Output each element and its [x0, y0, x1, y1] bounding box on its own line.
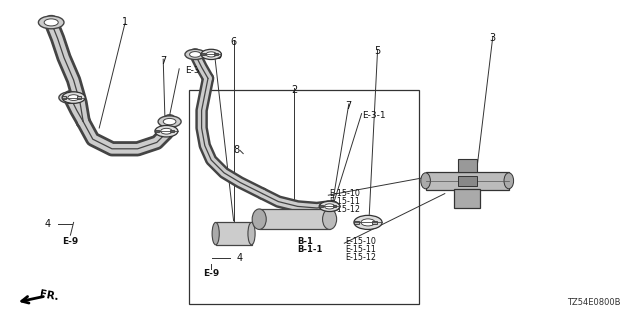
Circle shape [319, 201, 340, 212]
Text: E-3: E-3 [185, 66, 199, 75]
Text: B-1: B-1 [298, 237, 314, 246]
Circle shape [62, 92, 85, 103]
Text: 4: 4 [237, 252, 243, 263]
Bar [458, 159, 477, 172]
Circle shape [158, 116, 181, 127]
Circle shape [189, 52, 201, 57]
Circle shape [161, 128, 172, 134]
Circle shape [64, 94, 77, 101]
Bar [259, 209, 330, 229]
Circle shape [201, 49, 221, 60]
Ellipse shape [504, 173, 513, 189]
Text: 3: 3 [490, 33, 496, 44]
Circle shape [59, 92, 82, 103]
Text: E-3-1: E-3-1 [363, 111, 386, 120]
Bar [77, 96, 81, 99]
Text: TZ54E0800B: TZ54E0800B [567, 298, 621, 307]
Bar [426, 172, 509, 190]
Circle shape [324, 204, 335, 209]
Text: 4: 4 [45, 219, 51, 229]
Circle shape [354, 215, 382, 229]
Text: B-1-1: B-1-1 [298, 245, 323, 254]
Bar [155, 130, 159, 132]
Bar [214, 53, 218, 55]
Circle shape [155, 125, 178, 137]
Text: 6: 6 [230, 36, 237, 47]
Circle shape [206, 52, 216, 57]
Bar [458, 176, 477, 186]
Ellipse shape [421, 173, 431, 189]
Circle shape [163, 118, 176, 125]
Text: E-15-11: E-15-11 [346, 245, 376, 254]
Circle shape [324, 204, 335, 209]
Text: E-9: E-9 [62, 237, 79, 246]
Text: E-15-12: E-15-12 [346, 253, 376, 262]
Text: 2: 2 [291, 84, 298, 95]
Text: E-15-12: E-15-12 [330, 205, 360, 214]
Text: E-15-10: E-15-10 [346, 237, 376, 246]
Bar [189, 90, 419, 304]
Bar [170, 130, 174, 132]
Text: E-9: E-9 [203, 269, 220, 278]
Bar [216, 222, 252, 245]
Bar [333, 205, 336, 207]
Text: 7: 7 [160, 56, 166, 66]
Bar [454, 189, 480, 208]
Circle shape [44, 19, 58, 26]
Text: E-9: E-9 [206, 52, 223, 60]
Text: FR.: FR. [38, 289, 60, 303]
Bar [372, 221, 377, 224]
Text: 7: 7 [346, 100, 352, 111]
Bar [354, 221, 359, 224]
Ellipse shape [252, 209, 266, 229]
Bar [62, 96, 66, 99]
Bar [319, 205, 323, 207]
Ellipse shape [248, 222, 255, 245]
Circle shape [68, 95, 79, 100]
Text: E-15-10: E-15-10 [330, 189, 360, 198]
Text: 8: 8 [234, 145, 240, 156]
Circle shape [185, 49, 205, 60]
Circle shape [38, 16, 64, 29]
Text: E-15-11: E-15-11 [330, 197, 360, 206]
Text: 1: 1 [122, 17, 128, 28]
Ellipse shape [323, 209, 337, 229]
Bar [201, 53, 205, 55]
Circle shape [319, 201, 340, 212]
Ellipse shape [212, 222, 220, 245]
Circle shape [361, 219, 375, 226]
Text: 5: 5 [374, 46, 381, 56]
